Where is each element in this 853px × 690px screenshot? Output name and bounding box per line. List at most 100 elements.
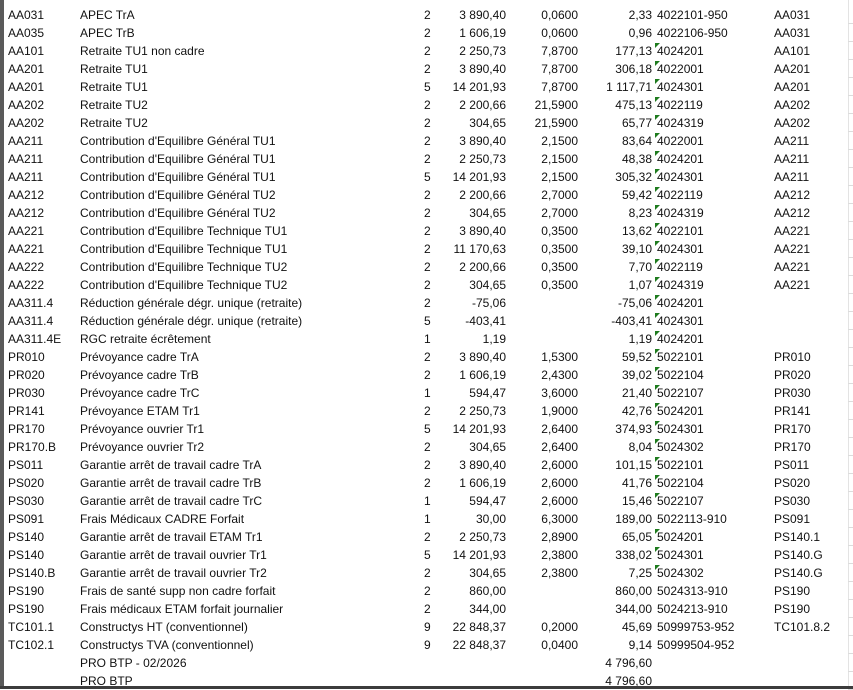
table-row[interactable]: PR141 Prévoyance ETAM Tr1 2 2 250,73 1,9000 4… [0,402,848,420]
cell-count[interactable]: 2 [424,458,431,472]
cell-account[interactable]: 4024319 [657,206,704,220]
cell-reference[interactable]: AA221 [774,242,811,256]
cell-reference[interactable]: AA211 [774,134,810,148]
cell-count[interactable]: 2 [424,440,431,454]
table-row[interactable]: PS190 Frais médicaux ETAM forfait journal… [0,600,848,618]
number-as-text-warning-icon[interactable] [655,367,660,372]
cell-base[interactable]: 2 200,66 [459,260,506,274]
table-row[interactable]: PS140.B Garantie arrêt de travail ouvrier… [0,564,848,582]
cell-reference[interactable]: AA221 [774,278,811,292]
cell-amount[interactable]: 65,77 [621,116,652,130]
cell-code[interactable]: PR010 [8,350,45,364]
cell-base[interactable]: 14 201,93 [452,422,506,436]
cell-code[interactable]: AA311.4 [8,314,54,328]
cell-account[interactable]: 4022119 [657,188,703,202]
cell-count[interactable]: 2 [424,242,431,256]
cell-reference[interactable]: AA202 [774,98,811,112]
cell-rate[interactable]: 2,6400 [541,422,578,436]
cell-label[interactable]: Réduction générale dégr. unique (retrait… [80,296,303,310]
cell-label[interactable]: Prévoyance cadre TrA [80,350,199,364]
cell-reference[interactable]: AA221 [774,224,811,238]
cell-account[interactable]: 5022113-910 [657,512,727,526]
cell-account[interactable]: 4022119 [657,260,703,274]
cell-code[interactable]: AA221 [8,242,45,256]
cell-label[interactable]: Constructys TVA (conventionnel) [80,638,254,652]
number-as-text-warning-icon[interactable] [655,61,660,66]
cell-count[interactable]: 2 [424,404,431,418]
number-as-text-warning-icon[interactable] [655,169,660,174]
cell-base[interactable]: -403,41 [465,314,506,328]
cell-rate[interactable]: 0,0400 [541,638,578,652]
cell-base[interactable]: 304,65 [469,440,506,454]
cell-count[interactable]: 1 [424,386,431,400]
number-as-text-warning-icon[interactable] [655,493,660,498]
cell-account[interactable]: 5022101 [657,350,704,364]
table-row[interactable]: PRO BTP 4 796,60 [0,672,848,690]
cell-amount[interactable]: 374,93 [615,422,652,436]
table-row[interactable]: AA221 Contribution d'Equilibre Technique … [0,222,848,240]
cell-account[interactable]: 4024319 [657,278,704,292]
cell-label[interactable]: Prévoyance cadre TrC [80,386,200,400]
cell-rate[interactable]: 2,6000 [541,476,578,490]
cell-base[interactable]: 1 606,19 [459,476,506,490]
cell-account[interactable]: 4022001 [657,62,704,76]
cell-count[interactable]: 5 [424,548,431,562]
cell-account[interactable]: 5024301 [657,548,704,562]
cell-base[interactable]: 594,47 [469,386,506,400]
cell-label[interactable]: Contribution d'Equilibre Technique TU2 [80,260,288,274]
cell-base[interactable]: 2 250,73 [459,404,506,418]
cell-code[interactable]: PS091 [8,512,45,526]
cell-code[interactable]: AA212 [8,206,45,220]
cell-rate[interactable]: 0,2000 [541,620,578,634]
cell-count[interactable]: 5 [424,314,431,328]
table-row[interactable]: PR020 Prévoyance cadre TrB 2 1 606,19 2,4300… [0,366,848,384]
cell-reference[interactable]: AA211 [774,152,810,166]
cell-account[interactable]: 50999753-952 [657,620,735,634]
cell-code[interactable]: AA222 [8,278,45,292]
table-row[interactable]: PS190 Frais de santé supp non cadre forfa… [0,582,848,600]
cell-code[interactable]: AA031 [8,8,45,22]
cell-rate[interactable]: 2,7000 [541,188,578,202]
cell-amount[interactable]: 45,69 [621,620,652,634]
cell-rate[interactable]: 7,8700 [541,62,578,76]
cell-amount[interactable]: 83,64 [621,134,652,148]
cell-rate[interactable]: 21,5900 [534,98,578,112]
number-as-text-warning-icon[interactable] [655,97,660,102]
cell-rate[interactable]: 2,3800 [541,548,578,562]
cell-count[interactable]: 9 [424,620,431,634]
cell-code[interactable]: AA221 [8,224,45,238]
table-row[interactable]: AA311.4 Réduction générale dégr. unique (… [0,312,848,330]
cell-rate[interactable]: 2,7000 [541,206,578,220]
cell-count[interactable]: 2 [424,206,431,220]
cell-code[interactable]: AA311.4 [8,296,54,310]
cell-base[interactable]: 14 201,93 [452,548,506,562]
table-row[interactable]: PR170 Prévoyance ouvrier Tr1 5 14 201,93 2,6… [0,420,848,438]
cell-amount[interactable]: 4 796,60 [605,656,652,670]
cell-code[interactable]: AA201 [8,80,45,94]
cell-amount[interactable]: 8,23 [628,206,652,220]
cell-count[interactable]: 1 [424,512,431,526]
cell-code[interactable]: PS190 [8,602,45,616]
cell-amount[interactable]: 59,42 [621,188,652,202]
table-row[interactable]: PS140 Garantie arrêt de travail ouvrier T… [0,546,848,564]
cell-amount[interactable]: 7,70 [628,260,652,274]
cell-label[interactable]: Contribution d'Equilibre Technique TU1 [80,242,288,256]
cell-code[interactable]: PS140.B [8,566,56,580]
cell-label[interactable]: Garantie arrêt de travail ETAM Tr1 [80,530,263,544]
cell-rate[interactable]: 1,9000 [541,404,578,418]
cell-label[interactable]: Retraite TU1 [80,62,148,76]
cell-account[interactable]: 4024301 [657,314,704,328]
cell-count[interactable]: 2 [424,566,431,580]
cell-base[interactable]: 344,00 [469,602,506,616]
cell-base[interactable]: 1,19 [482,332,506,346]
cell-base[interactable]: 14 201,93 [452,170,506,184]
cell-label[interactable]: APEC TrA [80,8,135,22]
cell-label[interactable]: Constructys HT (conventionnel) [80,620,248,634]
number-as-text-warning-icon[interactable] [655,259,660,264]
cell-label[interactable]: PRO BTP - 02/2026 [80,656,187,670]
cell-code[interactable]: AA101 [8,44,45,58]
cell-reference[interactable]: AA031 [774,8,811,22]
cell-amount[interactable]: 8,04 [628,440,652,454]
table-row[interactable]: AA202 Retraite TU2 2 2 200,66 21,5900 475,13 4… [0,96,848,114]
number-as-text-warning-icon[interactable] [655,565,660,570]
